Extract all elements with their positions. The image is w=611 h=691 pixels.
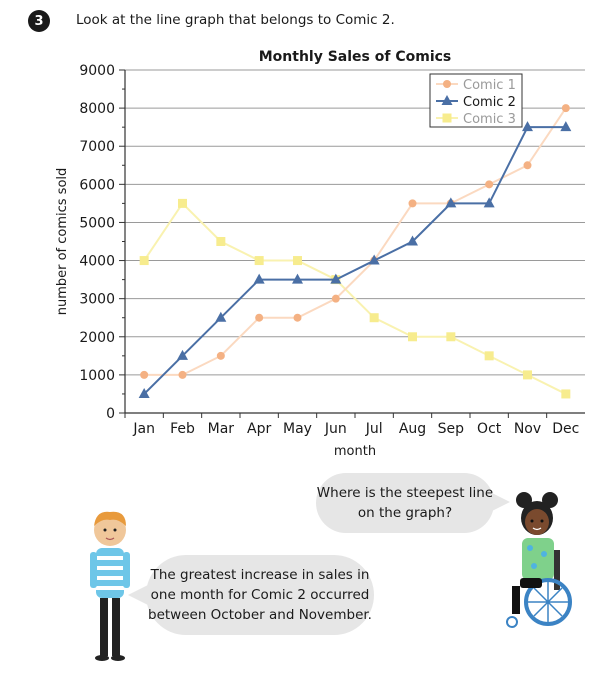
y-tick-label: 8000 [79, 101, 115, 117]
data-point-comic-1 [216, 351, 225, 360]
x-tick-label: Sep [438, 421, 465, 437]
data-point-comic-1 [485, 180, 494, 189]
data-point-comic-3 [561, 389, 571, 399]
line-chart: Monthly Sales of Comics 0 1000 2000 3000 4000… [55, 49, 585, 459]
data-point-comic-2 [253, 273, 265, 284]
y-tick-label: 2000 [79, 330, 115, 346]
series-line-comic-3 [143, 201, 567, 395]
legend-marker [443, 80, 451, 88]
x-tick-label: Jun [324, 421, 347, 437]
x-axis-label: month [334, 444, 376, 459]
legend-label: Comic 3 [463, 112, 516, 127]
legend-marker [442, 113, 452, 123]
boy-illustration [90, 511, 130, 661]
chart-title: Monthly Sales of Comics [259, 49, 452, 65]
y-tick-label: 4000 [79, 254, 115, 270]
x-tick-label: Feb [170, 421, 195, 437]
y-tick-label: 7000 [79, 139, 115, 155]
question-number-badge: 3 [28, 10, 50, 32]
data-point-comic-3 [369, 313, 379, 323]
legend-marker [441, 95, 453, 105]
y-tick-label: 3000 [79, 292, 115, 308]
data-point-comic-3 [446, 332, 456, 342]
data-point-comic-3 [523, 370, 532, 380]
y-tick-label: 1000 [79, 368, 115, 384]
girl-speech-text: Where is the steepest line on the graph? [316, 485, 494, 521]
data-point-comic-1 [178, 370, 187, 379]
legend-label: Comic 2 [463, 95, 516, 110]
data-point-comic-2 [138, 387, 150, 398]
data-point-comic-3 [216, 237, 226, 246]
boy-speech-text: The greatest increase in sales in one mo… [148, 567, 372, 623]
boy-speech-bubble: The greatest increase in sales in one mo… [128, 555, 374, 635]
data-point-comic-1 [408, 199, 417, 208]
data-point-comic-2 [560, 121, 572, 132]
x-tick-label: Dec [552, 421, 579, 437]
data-point-comic-1 [293, 313, 302, 322]
y-tick-label: 9000 [79, 63, 115, 79]
data-point-comic-1 [331, 294, 340, 303]
x-tick-label: Apr [247, 421, 271, 437]
x-tick-label: Jan [132, 421, 155, 437]
data-point-comic-2 [177, 349, 188, 360]
data-point-comic-1 [255, 313, 264, 322]
y-tick-label: 5000 [79, 215, 115, 231]
data-point-comic-3 [139, 256, 149, 266]
data-point-comic-3 [484, 351, 494, 361]
data-point-comic-1 [140, 370, 149, 379]
question-text: Look at the line graph that belongs to C… [76, 12, 395, 28]
girl-speech-bubble: Where is the steepest line on the graph? [316, 473, 510, 533]
data-point-comic-2 [215, 311, 227, 322]
data-point-comic-2 [407, 235, 418, 246]
y-tick-label: 6000 [79, 177, 115, 193]
data-point-comic-1 [523, 161, 532, 170]
data-point-comic-1 [561, 104, 570, 113]
data-point-comic-2 [292, 273, 303, 284]
data-point-comic-3 [293, 256, 302, 266]
data-point-comic-2 [330, 273, 342, 284]
series-line-comic-1 [144, 107, 567, 376]
data-point-comic-2 [522, 121, 533, 132]
data-point-comic-3 [408, 332, 417, 342]
girl-wheelchair-illustration [506, 492, 572, 628]
data-point-comic-2 [483, 197, 495, 208]
x-tick-label: Aug [399, 421, 426, 437]
data-point-comic-3 [178, 198, 187, 208]
data-point-comic-2 [445, 197, 457, 208]
y-tick-label: 0 [106, 406, 115, 422]
x-tick-label: Mar [208, 421, 235, 437]
data-point-comic-2 [368, 254, 380, 265]
x-tick-label: Oct [477, 421, 502, 437]
y-axis-label: number of comics sold [55, 168, 70, 316]
legend-label: Comic 1 [463, 78, 516, 93]
x-tick-label: May [283, 421, 312, 437]
x-tick-label: Nov [514, 421, 541, 437]
x-tick-label: Jul [365, 421, 383, 437]
series-line-comic-2 [143, 126, 566, 395]
data-point-comic-3 [254, 256, 264, 266]
